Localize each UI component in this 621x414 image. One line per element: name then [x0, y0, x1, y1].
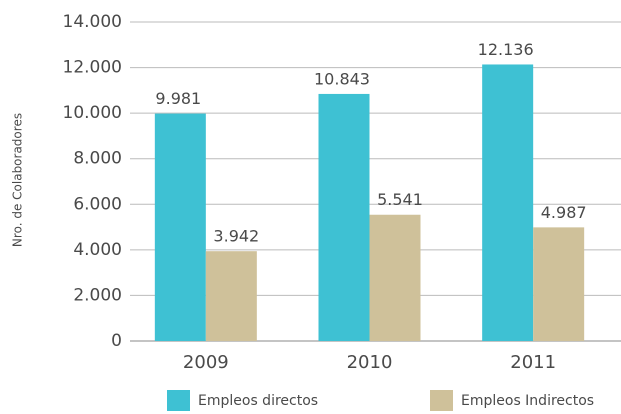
value-label: 10.843 [314, 69, 370, 88]
value-label: 12.136 [478, 40, 534, 59]
y-tick-label: 4.000 [73, 240, 122, 260]
value-label: 9.981 [155, 89, 201, 108]
x-tick-label: 2009 [183, 352, 229, 373]
y-tick-label: 8.000 [73, 149, 122, 169]
legend-swatch [430, 390, 453, 411]
bar [482, 64, 534, 342]
legend-label: Empleos directos [198, 393, 318, 409]
value-label: 5.541 [377, 190, 423, 209]
y-tick-label: 12.000 [63, 58, 122, 78]
x-tick-label: 2010 [347, 352, 393, 373]
legend-label: Empleos Indirectos [461, 393, 594, 409]
bar [533, 227, 585, 341]
y-tick-label: 14.000 [63, 12, 122, 32]
bar [205, 251, 257, 341]
x-tick-label: 2011 [510, 352, 556, 373]
y-tick-label: 2.000 [73, 285, 122, 305]
bar [369, 214, 421, 341]
legend-swatch [167, 390, 190, 411]
bar [318, 93, 370, 341]
y-tick-label: 0 [111, 331, 122, 351]
value-label: 3.942 [213, 227, 259, 246]
y-tick-label: 10.000 [63, 103, 122, 123]
value-label: 4.987 [541, 203, 587, 222]
y-axis-label: Nro. de Colaboradores [11, 113, 25, 247]
y-tick-label: 6.000 [73, 194, 122, 214]
bar [154, 113, 206, 342]
